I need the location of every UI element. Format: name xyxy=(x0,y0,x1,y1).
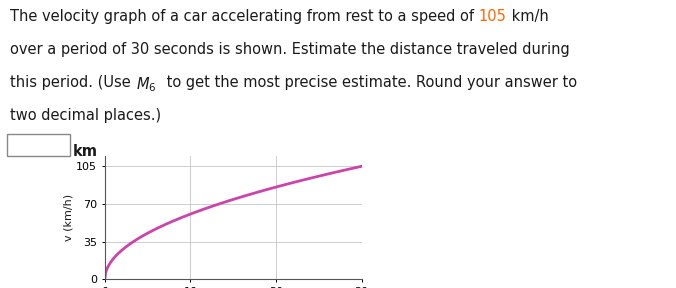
Text: 105: 105 xyxy=(479,9,506,24)
Text: over a period of 30 seconds is shown. Estimate the distance traveled during: over a period of 30 seconds is shown. Es… xyxy=(10,42,570,57)
Text: The velocity graph of a car accelerating from rest to a speed of: The velocity graph of a car accelerating… xyxy=(10,9,479,24)
Text: to get the most precise estimate. Round your answer to: to get the most precise estimate. Round … xyxy=(162,75,577,90)
Text: km/h: km/h xyxy=(506,9,548,24)
Y-axis label: v (km/h): v (km/h) xyxy=(64,194,74,241)
Text: two decimal places.): two decimal places.) xyxy=(10,108,162,123)
Text: $M_6$: $M_6$ xyxy=(135,75,156,94)
Text: this period. (Use: this period. (Use xyxy=(10,75,135,90)
Text: km: km xyxy=(73,144,98,159)
FancyBboxPatch shape xyxy=(7,134,70,156)
